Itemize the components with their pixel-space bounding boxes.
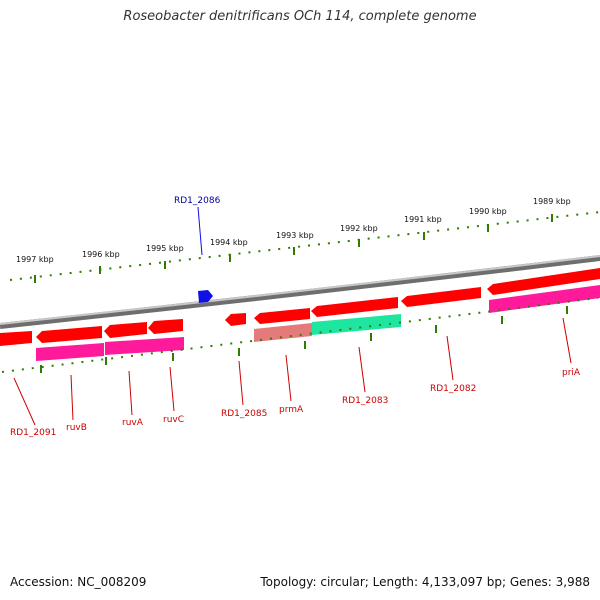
genome-stats-text: Topology: circular; Length: 4,133,097 bp…	[260, 575, 590, 589]
gene-block[interactable]	[312, 314, 401, 335]
gene-label[interactable]: ruvA	[122, 418, 144, 428]
gene-arrow[interactable]	[104, 322, 147, 338]
leader-line	[70, 374, 74, 421]
gene-block[interactable]	[254, 323, 312, 342]
marker-label[interactable]: RD1_2086	[174, 196, 221, 206]
scale-label: 1994 kbp	[210, 238, 248, 247]
gene-leaders	[13, 317, 572, 426]
gene-block[interactable]	[105, 337, 184, 355]
gene-block[interactable]	[36, 343, 104, 361]
genome-title: Roseobacter denitrificans OCh 114, compl…	[123, 9, 477, 24]
gene-label[interactable]: prmA	[279, 405, 304, 415]
gene-label[interactable]: priA	[562, 368, 581, 378]
scale-label: 1992 kbp	[340, 224, 378, 233]
scale-label: 1993 kbp	[276, 231, 314, 240]
scale-label: 1995 kbp	[146, 244, 184, 253]
scale-label: 1989 kbp	[533, 197, 571, 206]
gene-arrow[interactable]	[401, 287, 481, 307]
scale-label: 1991 kbp	[404, 215, 442, 224]
genome-backbone	[0, 255, 600, 329]
leader-line	[169, 366, 175, 412]
leader-line	[13, 377, 36, 426]
upper-scale-track	[9, 211, 600, 283]
leader-line	[562, 317, 572, 364]
gene-arrow[interactable]	[148, 319, 183, 334]
accession-text: Accession: NC_008209	[10, 575, 147, 589]
gene-label[interactable]: RD1_2085	[221, 409, 267, 419]
gene-arrow[interactable]	[487, 268, 600, 295]
gene-arrow[interactable]	[254, 308, 310, 324]
gene-label[interactable]: RD1_2082	[430, 384, 476, 394]
gene-label[interactable]: RD1_2083	[342, 396, 388, 406]
gene-arrow[interactable]	[311, 297, 398, 317]
gene-track-forward	[0, 268, 600, 346]
scale-label: 1996 kbp	[82, 250, 120, 259]
lower-scale-dots	[1, 297, 599, 373]
gene-label[interactable]: ruvB	[66, 423, 87, 433]
gene-track-reverse	[36, 285, 600, 361]
gene-arrow[interactable]	[0, 331, 32, 346]
lower-scale-track	[1, 297, 599, 373]
leader-line	[358, 346, 366, 393]
scale-label: 1997 kbp	[16, 255, 54, 264]
gene-block[interactable]	[489, 285, 600, 313]
leader-line	[446, 335, 454, 381]
gene-label[interactable]: RD1_2091	[10, 428, 56, 438]
leader-line	[238, 360, 244, 406]
leader-line	[285, 354, 292, 402]
gene-arrow[interactable]	[225, 313, 246, 326]
gene-label[interactable]: ruvC	[163, 415, 184, 425]
gene-arrow[interactable]	[36, 326, 102, 343]
scale-label: 1990 kbp	[469, 207, 507, 216]
marker-leader-line	[197, 206, 203, 256]
marker-rd1-2086[interactable]	[198, 290, 213, 303]
leader-line	[128, 370, 133, 416]
